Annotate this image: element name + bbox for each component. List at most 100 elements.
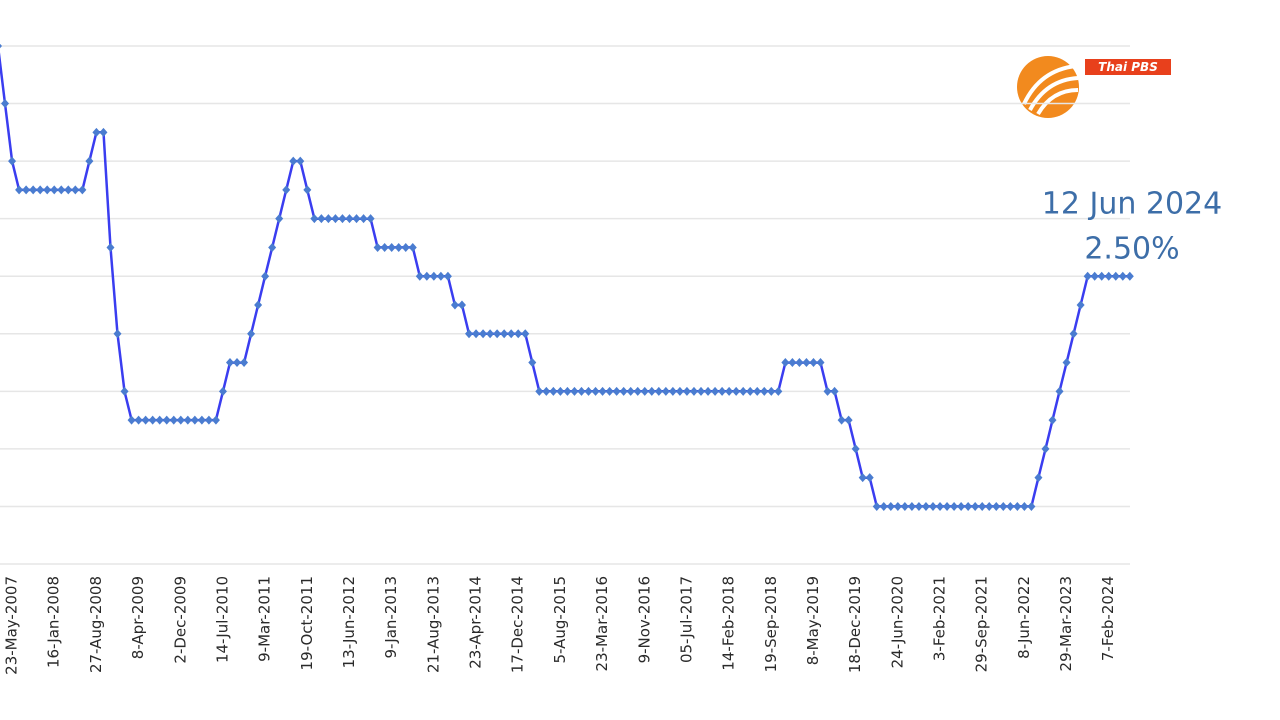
point [675,386,684,396]
x-tick-label: 18-Dec-2019 [846,576,864,673]
point [0,43,2,49]
logo-text: Thai PBS [1098,60,1158,74]
point [162,415,171,425]
point [542,386,551,396]
x-tick-label: 17-Dec-2014 [509,576,527,673]
point [661,386,670,396]
point [957,501,966,511]
point [479,329,488,339]
point [1,99,10,109]
x-tick-label: 14-Jul-2010 [214,576,232,663]
point [1083,271,1092,281]
point [1048,415,1057,425]
point [943,501,952,511]
point [15,185,24,195]
x-tick-label: 14-Feb-2018 [720,576,738,671]
point [605,386,614,396]
x-tick-label: 3-Feb-2021 [931,576,949,661]
point [654,386,663,396]
point [289,156,298,166]
x-tick-label: 23-May-2007 [3,576,21,675]
point [415,271,424,281]
x-tick-label: 9-Jan-2013 [382,576,400,659]
point [408,242,417,252]
point [36,185,45,195]
point [373,242,382,252]
x-tick-label: 5-Aug-2015 [551,576,569,664]
x-tick-label: 27-Aug-2008 [87,576,105,673]
point [584,386,593,396]
point [106,242,115,252]
point [788,358,797,368]
point [781,358,790,368]
point [556,386,565,396]
point [443,271,452,281]
point [711,386,720,396]
point [992,501,1001,511]
point [858,473,867,483]
logo-badge [1085,59,1171,75]
point [359,214,368,224]
point [668,386,677,396]
point [907,501,916,511]
x-tick-label: 8-Jun-2022 [1015,576,1033,659]
point [928,501,937,511]
point [914,501,923,511]
logo-swoosh [1022,64,1079,116]
point [64,185,73,195]
point [78,185,87,195]
point [732,386,741,396]
point [29,185,38,195]
point [1006,501,1015,511]
grid [0,45,1130,508]
point [225,358,234,368]
x-tick-label: 23-Mar-2016 [593,576,611,671]
point [689,386,698,396]
point [204,415,213,425]
point [872,501,881,511]
point [338,214,347,224]
point [148,415,157,425]
point [767,386,776,396]
point [176,415,185,425]
point [816,358,825,368]
x-tick-label: 29-Mar-2023 [1057,576,1075,671]
x-tick-label: 24-Jun-2020 [888,576,906,668]
point [746,386,755,396]
point [697,386,705,396]
point [633,386,642,396]
point [1076,300,1085,310]
point [549,386,558,396]
point [936,501,945,511]
point [43,185,52,195]
x-tick-label: 29-Sep-2021 [973,576,991,672]
point [134,415,143,425]
point [950,501,959,511]
point [190,415,199,425]
point [1062,358,1071,368]
point [436,271,445,281]
point [500,329,509,339]
point [268,242,277,252]
point [900,501,909,511]
point [753,386,762,396]
point [457,300,466,310]
point [985,501,994,511]
point [394,242,403,252]
point [978,501,987,511]
point [197,415,206,425]
point [324,214,333,224]
point [493,329,502,339]
point [296,156,305,166]
point [823,386,832,396]
point [387,242,396,252]
point [774,386,783,396]
point [1090,271,1099,281]
x-tick-label: 2-Dec-2009 [171,576,189,664]
point [282,185,291,195]
point [830,386,839,396]
point [921,501,930,511]
point [837,415,846,425]
